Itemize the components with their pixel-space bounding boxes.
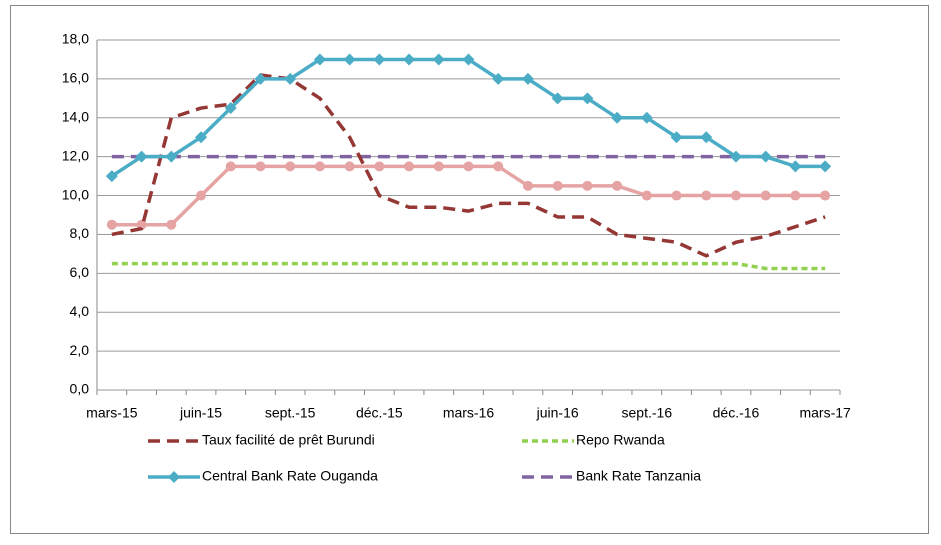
legend-label: Central Bank Rate Ouganda <box>202 468 378 484</box>
marker <box>522 180 533 191</box>
marker <box>790 190 801 201</box>
marker <box>404 161 415 172</box>
marker <box>403 53 416 66</box>
marker <box>760 190 771 201</box>
marker <box>343 53 356 66</box>
series-line <box>111 261 826 271</box>
y-tick-label: 14,0 <box>62 108 89 124</box>
chart-border <box>10 5 929 534</box>
marker <box>195 131 208 144</box>
legend-label: Bank Rate Tanzania <box>576 468 701 484</box>
marker <box>373 53 386 66</box>
marker <box>701 190 712 201</box>
marker <box>105 170 118 183</box>
marker <box>700 131 713 144</box>
y-tick-label: 16,0 <box>62 70 89 86</box>
marker <box>493 161 504 172</box>
y-tick-label: 2,0 <box>70 342 90 358</box>
x-tick-label: mars-16 <box>443 405 495 421</box>
marker <box>135 150 148 163</box>
y-tick-label: 6,0 <box>70 264 90 280</box>
marker <box>433 161 444 172</box>
series-line <box>111 73 826 258</box>
marker <box>729 150 742 163</box>
y-tick-label: 0,0 <box>70 381 90 397</box>
marker <box>759 150 772 163</box>
y-tick-label: 4,0 <box>70 303 90 319</box>
marker <box>552 180 563 191</box>
y-tick-label: 8,0 <box>70 225 90 241</box>
marker <box>225 161 236 172</box>
marker <box>582 180 593 191</box>
marker <box>165 150 178 163</box>
marker <box>671 190 682 201</box>
marker <box>314 161 325 172</box>
marker <box>640 111 653 124</box>
marker <box>820 190 831 201</box>
marker <box>136 219 147 230</box>
marker <box>730 190 741 201</box>
y-tick-label: 12,0 <box>62 147 89 163</box>
legend-label: Repo Rwanda <box>576 432 665 448</box>
marker <box>670 131 683 144</box>
marker <box>255 161 266 172</box>
marker <box>581 92 594 105</box>
marker <box>106 219 117 230</box>
marker <box>313 53 326 66</box>
marker <box>819 160 832 173</box>
marker <box>551 92 564 105</box>
y-tick-label: 10,0 <box>62 186 89 202</box>
marker <box>789 160 802 173</box>
x-tick-label: juin-15 <box>179 405 222 421</box>
x-tick-label: sept.-16 <box>622 405 673 421</box>
marker <box>196 190 207 201</box>
x-tick-label: mars-17 <box>799 405 851 421</box>
marker <box>224 102 237 115</box>
marker <box>374 161 385 172</box>
marker <box>521 72 534 85</box>
x-tick-label: déc.-15 <box>356 405 403 421</box>
legend-label: Taux facilité de prêt Burundi <box>202 432 375 448</box>
marker <box>612 180 623 191</box>
marker <box>432 53 445 66</box>
legend-marker <box>168 471 180 483</box>
x-tick-label: juin-16 <box>536 405 579 421</box>
x-tick-label: sept.-15 <box>265 405 316 421</box>
marker <box>285 161 296 172</box>
marker <box>462 53 475 66</box>
marker <box>344 161 355 172</box>
marker <box>492 72 505 85</box>
marker <box>463 161 474 172</box>
marker <box>254 72 267 85</box>
marker <box>641 190 652 201</box>
marker <box>166 219 177 230</box>
x-tick-label: mars-15 <box>86 405 138 421</box>
x-tick-label: déc.-16 <box>713 405 760 421</box>
marker <box>611 111 624 124</box>
marker <box>284 72 297 85</box>
y-tick-label: 18,0 <box>62 31 89 47</box>
